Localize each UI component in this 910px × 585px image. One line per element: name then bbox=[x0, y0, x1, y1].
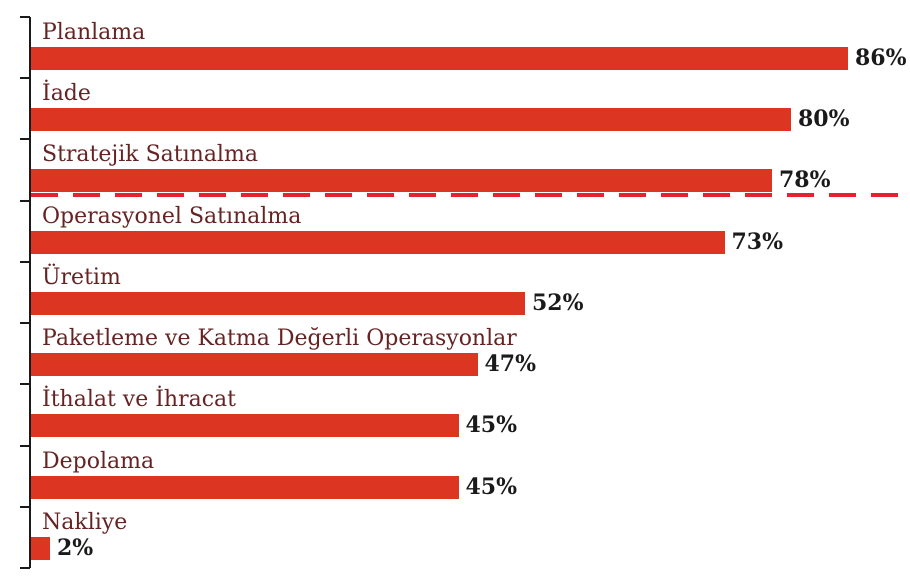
axis-tick bbox=[20, 566, 30, 569]
bar-line: 47% bbox=[31, 351, 910, 378]
value-label: 78% bbox=[779, 167, 831, 194]
category-label: Paketleme ve Katma Değerli Operasyonlar bbox=[42, 326, 517, 352]
chart-row: Nakliye 2% bbox=[31, 507, 910, 568]
chart-row: Paketleme ve Katma Değerli Operasyonlar … bbox=[31, 323, 910, 384]
value-label: 86% bbox=[855, 45, 907, 71]
bar bbox=[31, 353, 478, 377]
bar-line: 78% bbox=[31, 167, 910, 194]
value-label: 80% bbox=[798, 106, 850, 133]
value-label: 73% bbox=[731, 228, 784, 255]
value-label: 52% bbox=[532, 289, 584, 316]
bar bbox=[31, 414, 459, 438]
bar bbox=[31, 291, 525, 315]
chart-row: İade 80% bbox=[31, 78, 910, 139]
axis-tick bbox=[20, 16, 30, 18]
axis-tick bbox=[20, 444, 30, 447]
bar bbox=[31, 230, 725, 254]
category-label: Nakliye bbox=[42, 509, 128, 535]
chart-row: Üretim 52% bbox=[31, 262, 910, 323]
chart-row: Operasyonel Satınalma 73% bbox=[31, 201, 910, 262]
value-label: 45% bbox=[465, 473, 518, 500]
bar-line: 45% bbox=[31, 412, 910, 439]
axis-tick bbox=[20, 383, 30, 386]
chart-row: Planlama 86% bbox=[31, 17, 910, 78]
axis-tick bbox=[20, 199, 30, 202]
chart-rows: Planlama 86% İade 80% Stratejik Satınalm… bbox=[31, 17, 910, 568]
separator-line bbox=[31, 193, 910, 197]
y-axis-line bbox=[29, 17, 31, 568]
category-label: İade bbox=[42, 81, 91, 107]
axis-tick bbox=[20, 77, 30, 80]
bar-line: 45% bbox=[31, 473, 910, 500]
bar bbox=[31, 108, 791, 132]
chart-row: Stratejik Satınalma 78% bbox=[31, 139, 910, 200]
bar bbox=[31, 169, 772, 193]
category-label: Operasyonel Satınalma bbox=[42, 203, 302, 229]
axis-tick bbox=[20, 505, 30, 508]
value-label: 45% bbox=[465, 412, 518, 439]
bar bbox=[31, 475, 459, 499]
bar-line: 73% bbox=[31, 228, 910, 255]
value-label: 2% bbox=[57, 534, 94, 561]
bar-line: 52% bbox=[31, 289, 910, 316]
bar-line: 86% bbox=[31, 47, 910, 70]
axis-tick bbox=[20, 260, 30, 263]
chart-row: İthalat ve İhracat 45% bbox=[31, 384, 910, 445]
category-label: Üretim bbox=[42, 264, 121, 290]
bar-line: 80% bbox=[31, 106, 910, 133]
category-label: Planlama bbox=[42, 20, 146, 45]
axis-tick bbox=[20, 138, 30, 141]
category-label: İthalat ve İhracat bbox=[42, 387, 237, 413]
chart-row: Depolama 45% bbox=[31, 446, 910, 507]
bar-line: 2% bbox=[31, 534, 910, 561]
axis-tick bbox=[20, 322, 30, 325]
bar bbox=[31, 47, 848, 70]
category-label: Depolama bbox=[42, 448, 155, 474]
value-label: 47% bbox=[484, 351, 537, 378]
bar bbox=[31, 536, 50, 560]
category-label: Stratejik Satınalma bbox=[42, 142, 258, 168]
